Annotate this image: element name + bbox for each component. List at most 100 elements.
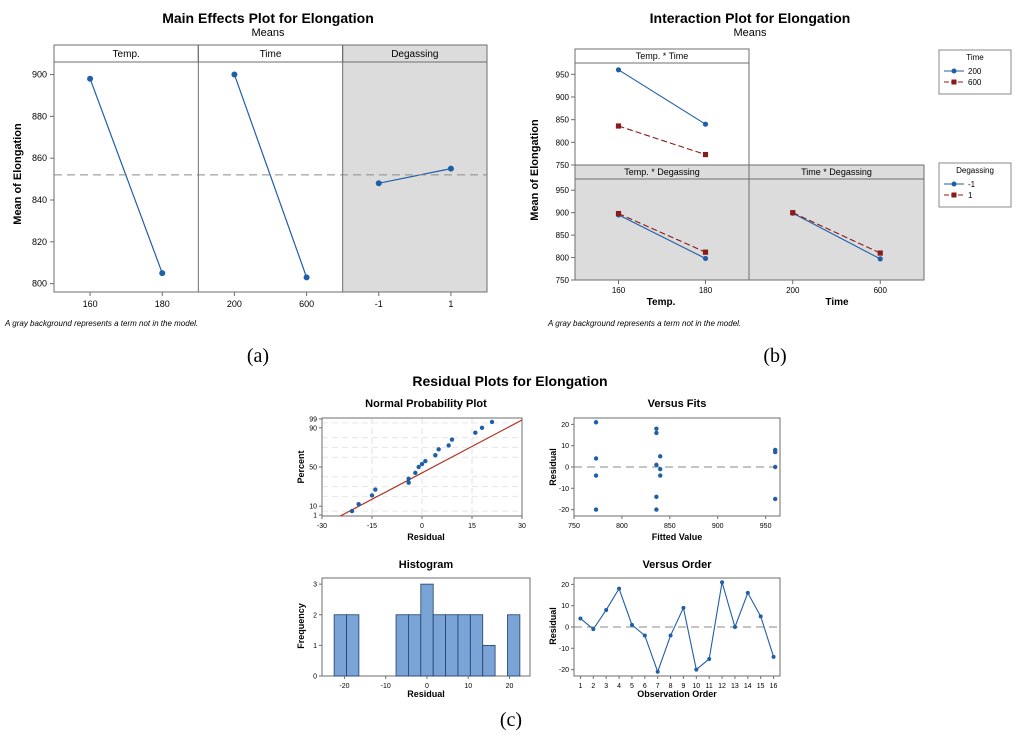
y-tick-label: 0 xyxy=(565,465,569,472)
interaction-point xyxy=(877,250,883,256)
fits-xlabel: Fitted Value xyxy=(652,532,703,542)
x-tick-label: 200 xyxy=(227,299,242,309)
residual-title: Residual Plots for Elongation xyxy=(412,373,607,389)
x-tick-label: 600 xyxy=(299,299,314,309)
interaction-subtitle: Means xyxy=(733,27,767,39)
y-tick-label: -20 xyxy=(559,667,569,674)
order-point xyxy=(655,669,660,674)
interaction-point xyxy=(790,210,796,216)
panel-title: Time xyxy=(260,49,282,60)
fits-point xyxy=(654,507,659,512)
x-tick-label: 950 xyxy=(760,523,772,530)
hist-bar xyxy=(408,614,422,677)
npp-point xyxy=(479,425,485,430)
x-tick-label: -10 xyxy=(381,683,391,690)
main-effects-note: A gray background represents a term not … xyxy=(4,319,198,328)
effect-line xyxy=(89,78,163,274)
time-legend-marker xyxy=(951,68,957,74)
interaction-ylabel: Mean of Elongation xyxy=(529,119,541,221)
effect-point xyxy=(231,71,238,78)
y-tick-label: -10 xyxy=(559,486,569,493)
x-tick-label: -1 xyxy=(375,299,383,309)
y-tick-label: 2 xyxy=(313,612,317,619)
order-point xyxy=(694,667,699,672)
npp-point xyxy=(473,430,478,435)
x-tick-label: 750 xyxy=(568,523,580,530)
panel-bg-gray xyxy=(342,62,487,292)
y-tick-label: 0 xyxy=(565,625,569,632)
interaction-point xyxy=(702,151,709,158)
hist-bar xyxy=(432,614,446,677)
y-tick-label: 10 xyxy=(309,504,317,511)
order-point xyxy=(591,627,596,632)
order-point xyxy=(732,625,737,629)
npp-point xyxy=(446,443,451,448)
fits-point xyxy=(593,456,599,461)
effect-line xyxy=(233,74,308,278)
npp-point xyxy=(433,453,438,458)
interaction-panel-title: Temp. * Time xyxy=(636,51,689,61)
x-tick-label: -20 xyxy=(339,683,349,690)
npp-point xyxy=(436,447,441,452)
x-tick-label: -30 xyxy=(317,523,327,530)
order-point xyxy=(668,633,673,638)
fits-point xyxy=(773,496,778,502)
fits-point xyxy=(654,430,659,436)
order-point xyxy=(758,614,763,619)
npp-point xyxy=(416,464,421,470)
x-tick-label: 14 xyxy=(744,683,752,690)
order-series-line xyxy=(580,582,775,674)
x-tick-label: 2 xyxy=(591,683,595,690)
hist-bar xyxy=(457,614,471,677)
x-tick-label: 160 xyxy=(612,286,626,295)
y-tick-label: 900 xyxy=(32,70,47,80)
hist-bar xyxy=(482,644,496,677)
x-tick-label: 10 xyxy=(692,683,700,690)
hist-xlabel: Residual xyxy=(407,689,445,699)
y-tick-label: 10 xyxy=(561,443,569,450)
npp-point xyxy=(406,476,411,481)
order-point xyxy=(578,616,583,621)
interaction-panel-title: Time * Degassing xyxy=(801,167,872,177)
time-legend-label: 200 xyxy=(968,67,982,76)
y-tick-label: 840 xyxy=(32,195,47,205)
x-tick-label: 600 xyxy=(874,286,888,295)
y-tick-label: 1 xyxy=(313,513,317,520)
x-tick-label: 0 xyxy=(420,523,424,530)
order-point xyxy=(745,590,750,595)
caption-a: (a) xyxy=(247,345,269,367)
hist-bar xyxy=(445,614,459,677)
main-effects-subtitle: Means xyxy=(251,27,285,39)
x-tick-label: 15 xyxy=(468,523,476,530)
caption-c: (c) xyxy=(500,709,522,731)
interaction-panel-frame xyxy=(574,48,750,166)
y-tick-label: 20 xyxy=(561,422,569,429)
fits-point xyxy=(773,464,778,470)
npp-xlabel: Residual xyxy=(407,532,445,542)
y-tick-label: 850 xyxy=(556,231,570,240)
effect-line xyxy=(378,168,452,184)
y-tick-label: 800 xyxy=(556,254,570,263)
order-point xyxy=(642,633,647,638)
npp-point xyxy=(406,480,411,485)
degassing-legend-marker xyxy=(951,181,957,187)
fits-point xyxy=(658,466,663,472)
y-tick-label: 50 xyxy=(309,465,317,472)
interaction-series-line xyxy=(618,125,706,156)
x-tick-label: 15 xyxy=(757,683,765,690)
x-tick-label: 5 xyxy=(630,683,634,690)
y-tick-label: 99 xyxy=(309,416,317,423)
fits-point xyxy=(593,473,599,478)
effect-point xyxy=(159,270,166,277)
x-tick-label: 7 xyxy=(656,683,660,690)
order-point xyxy=(629,622,634,627)
npp-point xyxy=(369,493,375,498)
interaction-point xyxy=(702,249,709,255)
x-tick-label: -15 xyxy=(367,523,377,530)
hist-bar xyxy=(395,614,409,677)
degassing-legend-marker xyxy=(951,192,957,198)
degassing-legend-box xyxy=(938,162,1012,208)
x-tick-label: 10 xyxy=(464,683,472,690)
time-legend-title: Time xyxy=(966,53,984,62)
